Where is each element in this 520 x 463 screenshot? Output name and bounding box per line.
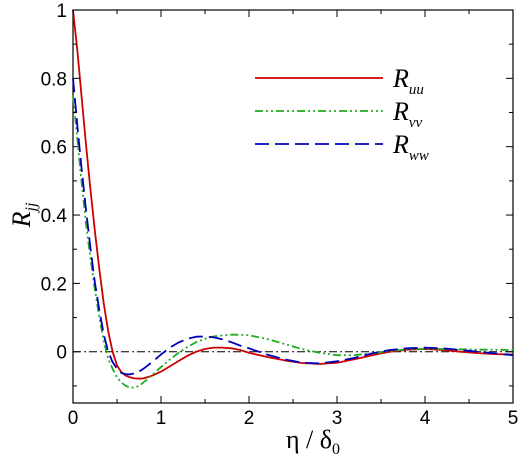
plot-frame <box>72 9 514 404</box>
legend-label-rvv: Rvv <box>392 97 423 131</box>
series-line-rvv <box>72 95 514 389</box>
x-tick-label: 3 <box>332 408 343 429</box>
x-axis-title: η / δ0 <box>286 425 340 458</box>
y-tick-label: 0.8 <box>41 69 67 90</box>
x-axis: 0 1 2 3 4 5 <box>68 10 519 429</box>
x-tick-label: 1 <box>156 408 167 429</box>
x-axis-title-subscript: 0 <box>332 441 340 458</box>
x-tick-label: 0 <box>68 408 79 429</box>
legend-label-rww: Rww <box>392 130 429 164</box>
x-tick-label: 2 <box>244 408 255 429</box>
legend-label-subscript: vv <box>409 115 423 131</box>
y-axis-title-subscript: jj <box>23 202 40 213</box>
series-line-ruu <box>72 9 514 380</box>
series-layer <box>72 9 514 389</box>
series-line-rww <box>72 78 514 376</box>
y-tick-label: 1 <box>56 1 67 22</box>
y-axis: 0 0.2 0.4 0.6 0.8 1 <box>41 1 513 387</box>
y-tick-label: 0.6 <box>41 138 67 159</box>
x-tick-label: 4 <box>420 408 431 429</box>
y-tick-label: 0.4 <box>41 206 68 227</box>
y-tick-label: 0.2 <box>41 274 67 295</box>
y-tick-label: 0 <box>56 343 67 364</box>
y-axis-title: Rjj <box>7 202 40 228</box>
legend-label-subscript: uu <box>409 82 424 98</box>
legend-label-subscript: ww <box>409 148 429 164</box>
legend-label-ruu: Ruu <box>392 64 424 98</box>
y-axis-title-main: R <box>7 211 36 228</box>
x-tick-label: 5 <box>508 408 519 429</box>
plot-border <box>72 9 514 404</box>
